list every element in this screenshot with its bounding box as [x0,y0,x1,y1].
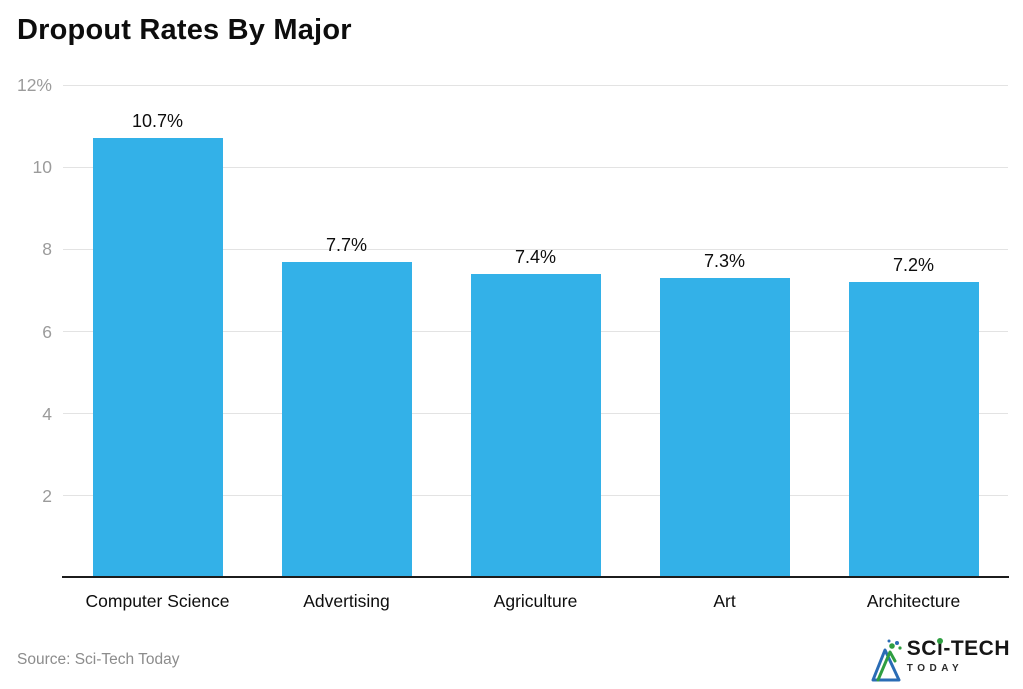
y-axis-tick-label: 12% [16,75,52,95]
y-axis-tick-label: 4 [42,403,52,424]
y-axis-tick-label: 8 [42,239,52,260]
logo-brand-i: i [936,637,944,660]
x-axis-category-label: Agriculture [493,591,578,611]
plot-area: 2 4 6 8 10 12% 10.7% Computer Science 7.7% Advert… [17,75,1009,611]
gridline [63,166,1008,168]
bar-value-label: 7.7% [325,234,368,255]
bar [470,273,601,578]
x-axis-category-label: Architecture [866,591,961,611]
bar-value-label: 7.2% [892,255,935,276]
y-axis-tick-label: 10 [32,157,52,178]
x-axis-category-label: Advertising [303,591,390,611]
x-axis-line [62,576,1009,578]
logo-text: SCi-TECH TODAY [907,636,1010,674]
logo-brand-sc: SC [906,637,937,660]
bar [92,138,223,578]
bar [281,261,412,578]
logo-brand-text: SCi-TECH [907,636,1010,662]
y-axis-tick-label: 2 [42,485,52,506]
source-note: Source: Sci-Tech Today [17,651,180,668]
bar [659,278,790,578]
bar-value-label: 10.7% [131,111,184,132]
sci-tech-today-logo: SCi-TECH TODAY [870,636,1010,689]
y-axis-tick-label: 6 [42,321,52,342]
bar-value-label: 7.3% [703,251,746,272]
gridline [63,248,1008,250]
mountain-sparkles-logo-icon [870,638,904,689]
x-axis-category-label: Art [713,591,736,611]
logo-sub-text: TODAY [906,663,964,674]
bar-value-label: 7.4% [514,246,557,267]
x-axis-category-label: Computer Science [85,591,230,611]
bar [848,282,979,578]
logo-brand-tech: -TECH [943,637,1010,660]
gridline [63,84,1008,86]
chart-title: Dropout Rates By Major [17,14,352,46]
